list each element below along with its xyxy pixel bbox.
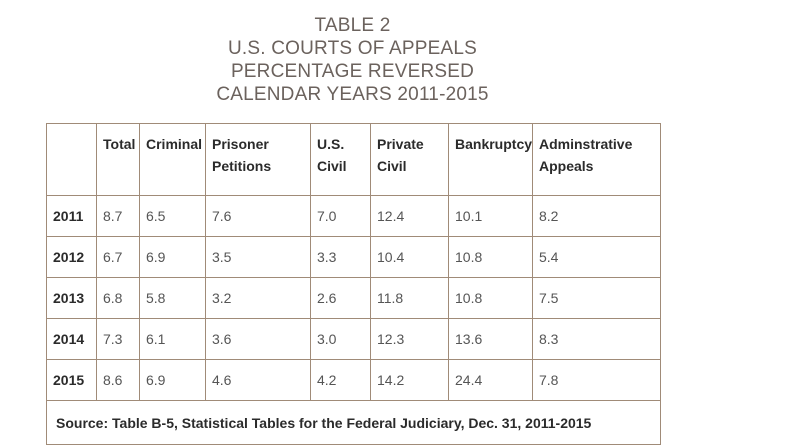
value-cell-administrative-appeals: 8.3 (532, 318, 661, 360)
value-cell-criminal: 6.9 (139, 236, 206, 278)
value-cell-private-civil: 12.3 (370, 318, 449, 360)
value-cell-administrative-appeals: 8.2 (532, 195, 661, 237)
header-cell-bankruptcy: Bankruptcy (448, 123, 533, 196)
value-cell-prisoner-petitions: 3.6 (205, 318, 311, 360)
header-bankruptcy-line1: Bankruptcy (455, 136, 533, 152)
value-cell-criminal: 5.8 (139, 277, 206, 319)
value-cell-bankruptcy: 10.1 (448, 195, 533, 237)
value-cell-bankruptcy: 24.4 (448, 359, 533, 401)
value-cell-administrative-appeals: 7.5 (532, 277, 661, 319)
reversal-rates-table: Total Criminal Prisoner Petitions U.S. C… (46, 123, 661, 445)
value-cell-prisoner-petitions: 3.2 (205, 277, 311, 319)
value-cell-us-civil: 4.2 (310, 359, 371, 401)
value-cell-total: 7.3 (96, 318, 140, 360)
value-cell-prisoner-petitions: 3.5 (205, 236, 311, 278)
header-cell-private-civil: Private Civil (370, 123, 449, 196)
value-cell-us-civil: 3.0 (310, 318, 371, 360)
header-us-civil-line2: Civil (317, 158, 347, 174)
value-cell-us-civil: 2.6 (310, 277, 371, 319)
value-cell-total: 6.8 (96, 277, 140, 319)
header-total-line1: Total (103, 136, 136, 152)
header-cell-us-civil: U.S. Civil (310, 123, 371, 196)
table-row: 2011 8.7 6.5 7.6 7.0 12.4 10.1 8.2 (46, 195, 661, 237)
header-cell-administrative-appeals: Adminstrative Appeals (532, 123, 661, 196)
value-cell-total: 8.7 (96, 195, 140, 237)
table-row: 2014 7.3 6.1 3.6 3.0 12.3 13.6 8.3 (46, 318, 661, 360)
value-cell-us-civil: 7.0 (310, 195, 371, 237)
header-private-civil-line1: Private (377, 136, 424, 152)
table-row: 2013 6.8 5.8 3.2 2.6 11.8 10.8 7.5 (46, 277, 661, 319)
value-cell-total: 8.6 (96, 359, 140, 401)
header-criminal-line1: Criminal (146, 136, 203, 152)
value-cell-administrative-appeals: 7.8 (532, 359, 661, 401)
value-cell-criminal: 6.9 (139, 359, 206, 401)
header-us-civil-line1: U.S. (317, 136, 345, 152)
title-line-table-number: TABLE 2 (314, 15, 391, 36)
value-cell-criminal: 6.5 (139, 195, 206, 237)
table-row: 2012 6.7 6.9 3.5 3.3 10.4 10.8 5.4 (46, 236, 661, 278)
header-private-civil-line2: Civil (377, 158, 407, 174)
header-prisoner-line1: Prisoner (212, 136, 269, 152)
header-row: Total Criminal Prisoner Petitions U.S. C… (46, 123, 661, 196)
year-cell: 2011 (46, 195, 97, 237)
header-cell-prisoner-petitions: Prisoner Petitions (205, 123, 311, 196)
value-cell-private-civil: 12.4 (370, 195, 449, 237)
year-cell: 2015 (46, 359, 97, 401)
table-row: 2015 8.6 6.9 4.6 4.2 14.2 24.4 7.8 (46, 359, 661, 401)
title-line-court: U.S. COURTS OF APPEALS (227, 38, 477, 59)
table-title: TABLE 2 U.S. COURTS OF APPEALS PERCENTAG… (0, 14, 705, 106)
value-cell-prisoner-petitions: 4.6 (205, 359, 311, 401)
header-administrative-line2: Appeals (539, 158, 594, 174)
value-cell-private-civil: 14.2 (370, 359, 449, 401)
value-cell-private-civil: 10.4 (370, 236, 449, 278)
value-cell-bankruptcy: 10.8 (448, 236, 533, 278)
header-cell-blank (46, 123, 97, 196)
title-line-period: CALENDAR YEARS 2011-2015 (216, 84, 489, 105)
value-cell-total: 6.7 (96, 236, 140, 278)
value-cell-bankruptcy: 10.8 (448, 277, 533, 319)
value-cell-bankruptcy: 13.6 (448, 318, 533, 360)
header-prisoner-line2: Petitions (212, 158, 272, 174)
header-cell-total: Total (96, 123, 140, 196)
value-cell-us-civil: 3.3 (310, 236, 371, 278)
title-line-measure: PERCENTAGE REVERSED (230, 61, 475, 82)
source-note: Source: Table B-5, Statistical Tables fo… (46, 400, 661, 445)
value-cell-criminal: 6.1 (139, 318, 206, 360)
source-row: Source: Table B-5, Statistical Tables fo… (46, 400, 661, 445)
value-cell-private-civil: 11.8 (370, 277, 449, 319)
value-cell-administrative-appeals: 5.4 (532, 236, 661, 278)
header-cell-criminal: Criminal (139, 123, 206, 196)
header-administrative-line1: Adminstrative (539, 136, 633, 152)
year-cell: 2012 (46, 236, 97, 278)
year-cell: 2013 (46, 277, 97, 319)
value-cell-prisoner-petitions: 7.6 (205, 195, 311, 237)
year-cell: 2014 (46, 318, 97, 360)
